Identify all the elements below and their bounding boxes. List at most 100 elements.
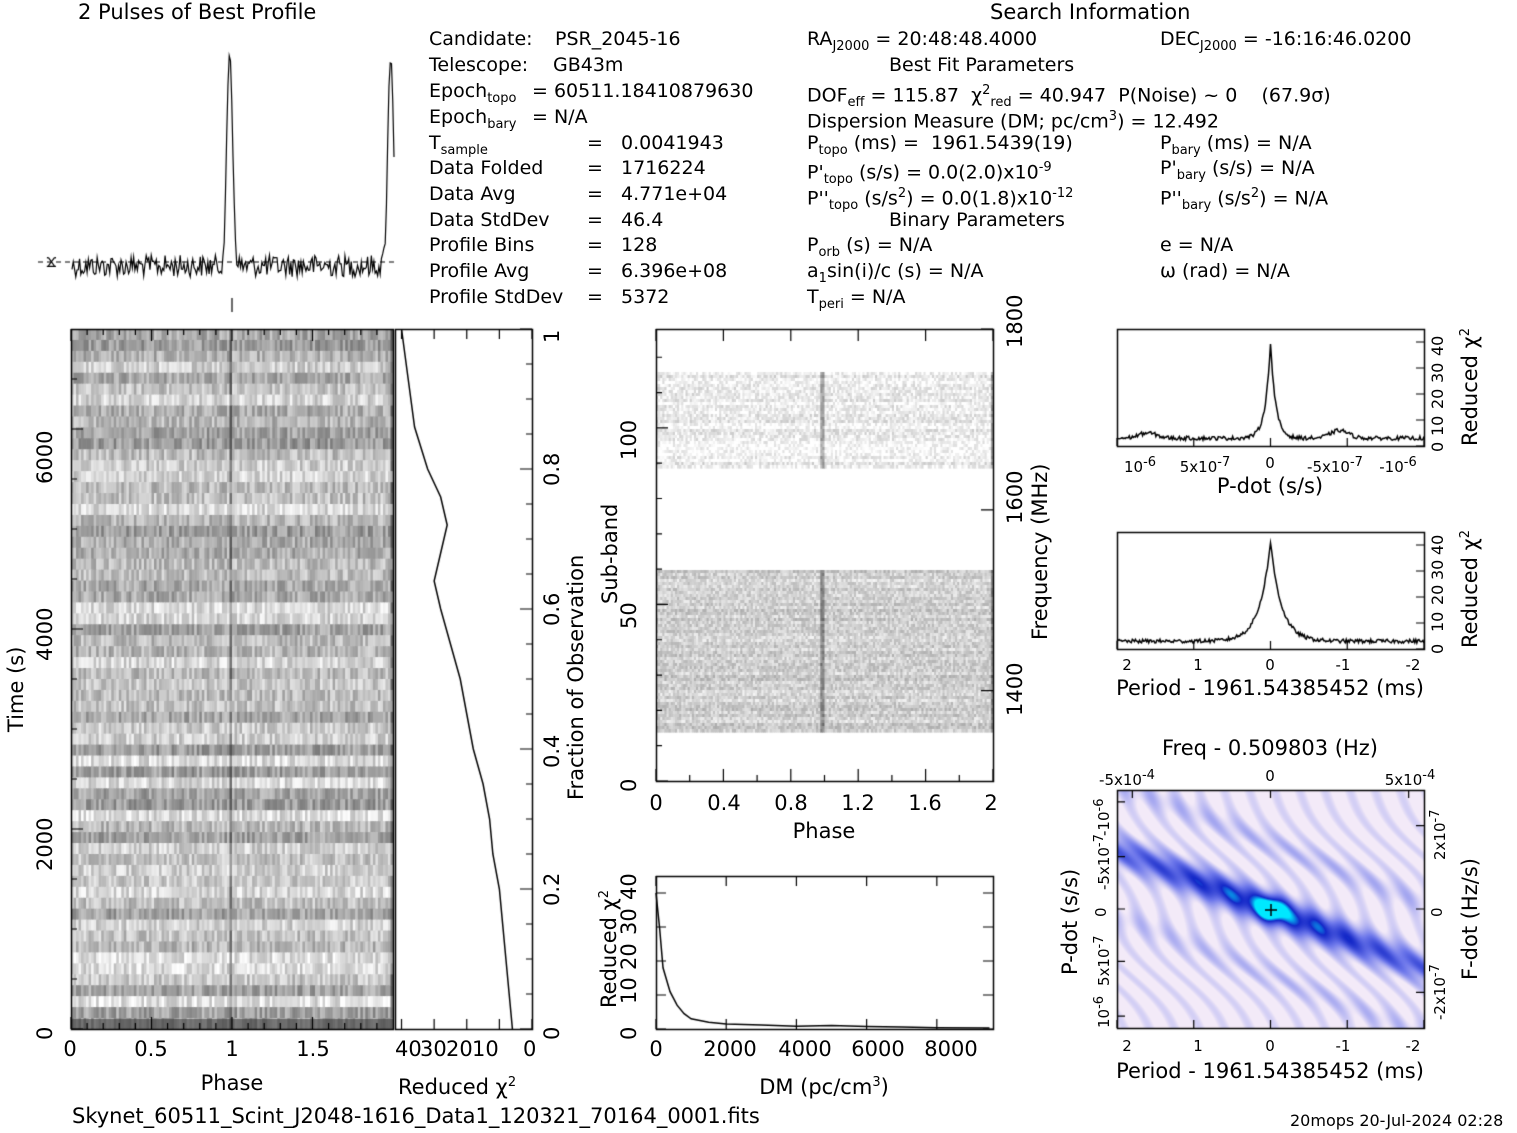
telescope-value: GB43m xyxy=(553,54,624,76)
sp-xtick: 1.6 xyxy=(908,791,942,815)
dm-xtick: 8000 xyxy=(924,1037,978,1061)
pp-ytick: 10 xyxy=(1428,611,1447,632)
footer-filename: Skynet_60511_Scint_J2048-1616_Data1_1203… xyxy=(72,1104,760,1128)
dec-line: DECJ2000 = -16:16:46.0200 xyxy=(1160,28,1412,54)
pdot-bary-line: P'bary (s/s) = N/A xyxy=(1160,157,1315,183)
sp-ytick: 0 xyxy=(617,778,641,792)
pp2-xtick: 1 xyxy=(1193,1037,1203,1055)
data-avg-value: = 4.771e+04 xyxy=(587,183,728,205)
sp-xtick: 0.8 xyxy=(774,791,808,815)
pd-xlabel: P-dot (s/s) xyxy=(1216,474,1324,498)
data-stddev-value: = 46.4 xyxy=(587,209,664,231)
pd-ytick: 0 xyxy=(1428,441,1447,452)
pp2-y2tick: 0 xyxy=(1428,907,1446,917)
sp-xtick: 1.2 xyxy=(841,791,875,815)
pp2-title: Freq - 0.509803 (Hz) xyxy=(1162,736,1378,760)
dm-ytick: 0 xyxy=(617,1026,641,1040)
cf-ylabel: Fraction of Observation xyxy=(564,554,588,800)
pd-ytick: 40 xyxy=(1428,335,1447,356)
pp-xtick: 0 xyxy=(1265,656,1275,674)
tp-ytick: 6000 xyxy=(33,430,57,484)
pp2-y2tick: -2x10-7 xyxy=(1428,964,1449,1020)
tp-ytick: 4000 xyxy=(33,607,57,661)
profile-avg-value: = 6.396e+08 xyxy=(587,260,728,282)
data-stddev-label: Data StdDev xyxy=(429,209,550,231)
dm-line: Dispersion Measure (DM; pc/cm3) = 12.492 xyxy=(807,109,1219,133)
cf-ytick: 0.4 xyxy=(540,734,564,768)
data-folded-label: Data Folded xyxy=(429,157,544,179)
pp2-y2tick: 2x10-7 xyxy=(1428,809,1449,860)
pd-ytick: 20 xyxy=(1428,388,1447,409)
tsample-value: = 0.0041943 xyxy=(587,132,724,154)
sp-xlabel: Phase xyxy=(792,819,856,843)
profile-bins-value: = 128 xyxy=(587,234,658,256)
sp-ylabel: Sub-band xyxy=(598,503,622,604)
dm-xtick: 4000 xyxy=(778,1037,832,1061)
pd-xtick: -10-6 xyxy=(1379,455,1417,476)
pp-ytick: 20 xyxy=(1428,584,1447,605)
sp-y2label: Frequency (MHz) xyxy=(1028,463,1052,640)
best-fit-heading: Best Fit Parameters xyxy=(889,54,1075,76)
cf-ytick: 0.8 xyxy=(540,452,564,486)
search-title: Search Information xyxy=(990,0,1191,24)
pp2-top-tick: 5x10-4 xyxy=(1384,768,1436,789)
ptopo-line: Ptopo (ms) = 1961.5439(19) xyxy=(807,132,1073,158)
tp-xtick: 0 xyxy=(63,1037,77,1061)
pp2-xtick: 0 xyxy=(1265,1037,1275,1055)
tp-ylabel: Time (s) xyxy=(4,646,28,732)
omega-line: ω (rad) = N/A xyxy=(1160,260,1290,282)
cf-xtick: 20 xyxy=(446,1037,473,1061)
sp-y2tick: 1800 xyxy=(1003,294,1027,348)
footer-timestamp: 20mops 20-Jul-2024 02:28 xyxy=(1290,1111,1504,1130)
pp2-top-tick: 0 xyxy=(1265,767,1275,785)
cf-xtick: 40 xyxy=(395,1037,422,1061)
cf-ytick: 0 xyxy=(540,1026,564,1040)
sp-ytick: 50 xyxy=(617,602,641,629)
eccentricity-line: e = N/A xyxy=(1160,234,1234,256)
pp2-xtick: -2 xyxy=(1405,1037,1421,1055)
pp2-y2label: F-dot (Hz/s) xyxy=(1458,858,1482,980)
pp2-ytick: -10-6 xyxy=(1092,798,1113,836)
a1-line: a1sin(i)/c (s) = N/A xyxy=(807,260,984,286)
pp2-xtick: -1 xyxy=(1335,1037,1351,1055)
pd-xtick: 5x10-7 xyxy=(1179,455,1231,476)
epoch-bary-value: = N/A xyxy=(532,106,588,128)
pbary-line: Pbary (ms) = N/A xyxy=(1160,132,1312,158)
pp2-ytick: 0 xyxy=(1092,907,1110,917)
pp2-top-tick: -5x10-4 xyxy=(1099,768,1155,789)
pp-xtick: 2 xyxy=(1122,656,1132,674)
dm-xtick: 0 xyxy=(649,1037,663,1061)
epoch-topo-value: = 60511.18410879630 xyxy=(532,80,754,102)
pp2-xtick: 2 xyxy=(1122,1037,1132,1055)
epoch-topo-label: Epochtopo xyxy=(429,80,517,106)
pp-ytick: 30 xyxy=(1428,559,1447,580)
pdot-topo-line: P'topo (s/s) = 0.0(2.0)x10-9 xyxy=(807,160,1052,188)
pp2-xlabel: Period - 1961.54385452 (ms) xyxy=(1116,1059,1424,1083)
dm-xtick: 6000 xyxy=(851,1037,905,1061)
tp-xtick: 1.5 xyxy=(296,1037,330,1061)
sp-xtick: 0.4 xyxy=(707,791,741,815)
dm-ylabel: Reduced χ2 xyxy=(597,889,621,1008)
pp-xlabel: Period - 1961.54385452 (ms) xyxy=(1116,676,1424,700)
pddot-bary-line: P''bary (s/s2) = N/A xyxy=(1160,186,1329,214)
profile-title: 2 Pulses of Best Profile xyxy=(78,0,317,24)
sp-y2tick: 1600 xyxy=(1003,470,1027,524)
tp-xtick: 0.5 xyxy=(134,1037,168,1061)
ra-line: RAJ2000 = 20:48:48.4000 xyxy=(807,28,1038,54)
sp-xtick: 2 xyxy=(984,791,998,815)
pp-xtick: -2 xyxy=(1405,656,1421,674)
pd-ylabel: Reduced χ2 xyxy=(1458,327,1482,446)
pp2-ytick: 5x10-7 xyxy=(1092,935,1113,986)
cf-ytick: 0.6 xyxy=(540,592,564,626)
dof-line: DOFeff = 115.87 χ2red = 40.947 P(Noise) … xyxy=(807,83,1331,111)
epoch-bary-label: Epochbary xyxy=(429,106,517,132)
tp-ytick: 2000 xyxy=(33,817,57,871)
pp-ylabel: Reduced χ2 xyxy=(1458,529,1482,648)
candidate-value: PSR_2045-16 xyxy=(555,28,681,50)
cf-xtick: 0 xyxy=(523,1037,537,1061)
pddot-topo-line: P''topo (s/s2) = 0.0(1.8)x10-12 xyxy=(807,186,1074,214)
pp2-ytick: 10-6 xyxy=(1092,995,1113,1028)
cf-ytick: 1 xyxy=(540,329,564,343)
tp-xtick: 1 xyxy=(225,1037,239,1061)
